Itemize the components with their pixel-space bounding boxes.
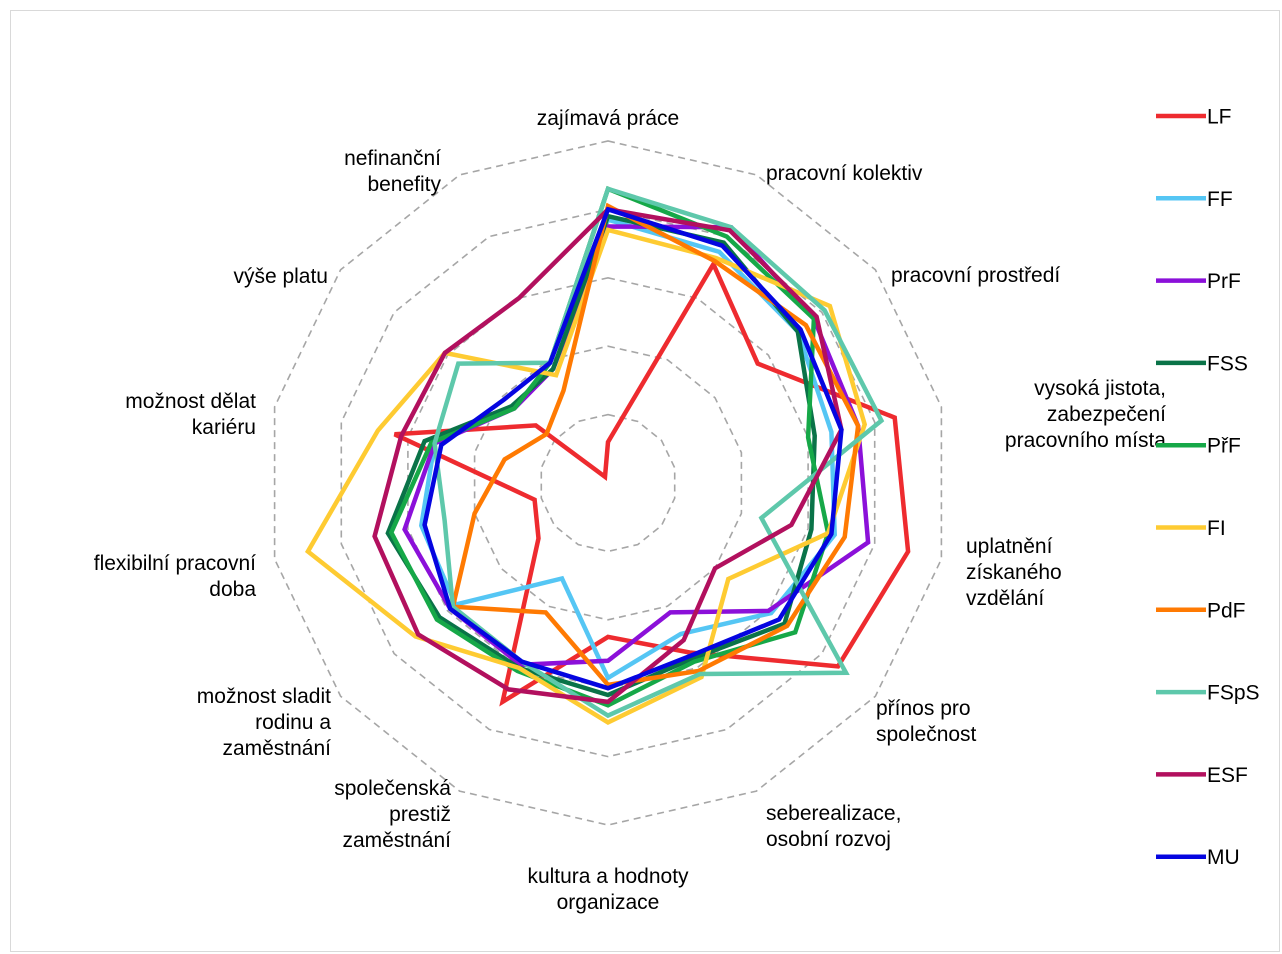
legend-item-PdF: PdF — [1156, 599, 1246, 622]
axis-label-4: vysoká jistota, zabezpečení pracovního mís… — [1005, 377, 1166, 452]
axis-label-10: možnost sladit rodinu a zaměstnání — [197, 685, 332, 760]
grid-ring-1 — [540, 413, 676, 553]
series-line-LF — [393, 259, 911, 707]
axis-label-3: pracovní prostředí — [891, 264, 1060, 287]
axis-label-7: seberealizace, osobní rozvoj — [766, 802, 901, 851]
series-line-ESF — [372, 206, 844, 705]
legend-label-FF: FF — [1207, 188, 1233, 211]
axis-labels: zajímavá práce pracovní kolektiv pracovní … — [94, 107, 1167, 914]
legend-label-FSpS: FSpS — [1207, 682, 1260, 705]
radar-chart: zajímavá práce pracovní kolektiv pracovní … — [94, 106, 1260, 915]
axis-label-11: flexibilní pracovní doba — [94, 552, 257, 601]
series-line-MU — [422, 206, 844, 691]
legend-item-MU: MU — [1156, 846, 1240, 869]
grid-ring-2 — [473, 345, 743, 621]
legend-item-FSpS: FSpS — [1156, 682, 1260, 705]
legend: LF FF PrF FSS PřF FI PdF FSpS ESF MU — [1156, 106, 1260, 869]
axis-label-5: uplatnění získaného vzdělání — [966, 535, 1062, 610]
legend-label-PrF: PrF — [1207, 270, 1241, 293]
legend-item-FF: FF — [1156, 188, 1233, 211]
axis-label-13: výše platu — [233, 265, 328, 288]
axis-label-8: kultura a hodnoty organizace — [527, 865, 689, 914]
legend-label-FSS: FSS — [1207, 352, 1248, 375]
legend-label-PřF: PřF — [1207, 435, 1241, 458]
axis-label-14: nefinanční benefity — [344, 147, 441, 196]
legend-item-PřF: PřF — [1156, 435, 1241, 458]
legend-item-FSS: FSS — [1156, 352, 1248, 375]
legend-item-ESF: ESF — [1156, 764, 1248, 787]
grid-ring-4 — [340, 208, 876, 758]
radar-series-group — [304, 185, 911, 725]
axis-label-1: zajímavá práce — [537, 107, 679, 130]
series-line-FSpS — [432, 186, 885, 719]
axis-label-9: společenská prestiž zaměstnání — [334, 777, 451, 852]
legend-label-MU: MU — [1207, 846, 1240, 869]
chart-frame: zajímavá práce pracovní kolektiv pracovní … — [10, 10, 1280, 952]
axis-label-12: možnost dělat kariéru — [125, 390, 256, 439]
legend-label-FI: FI — [1207, 517, 1226, 540]
legend-label-LF: LF — [1207, 106, 1232, 129]
axis-label-6: přínos pro společnost — [876, 697, 977, 746]
legend-item-FI: FI — [1156, 517, 1226, 540]
legend-label-PdF: PdF — [1207, 599, 1246, 622]
axis-label-2: pracovní kolektiv — [766, 162, 923, 185]
series-line-FSS — [385, 213, 817, 698]
legend-item-LF: LF — [1156, 106, 1232, 129]
legend-item-PrF: PrF — [1156, 270, 1241, 293]
legend-label-ESF: ESF — [1207, 764, 1248, 787]
series-line-PdF — [450, 202, 861, 688]
